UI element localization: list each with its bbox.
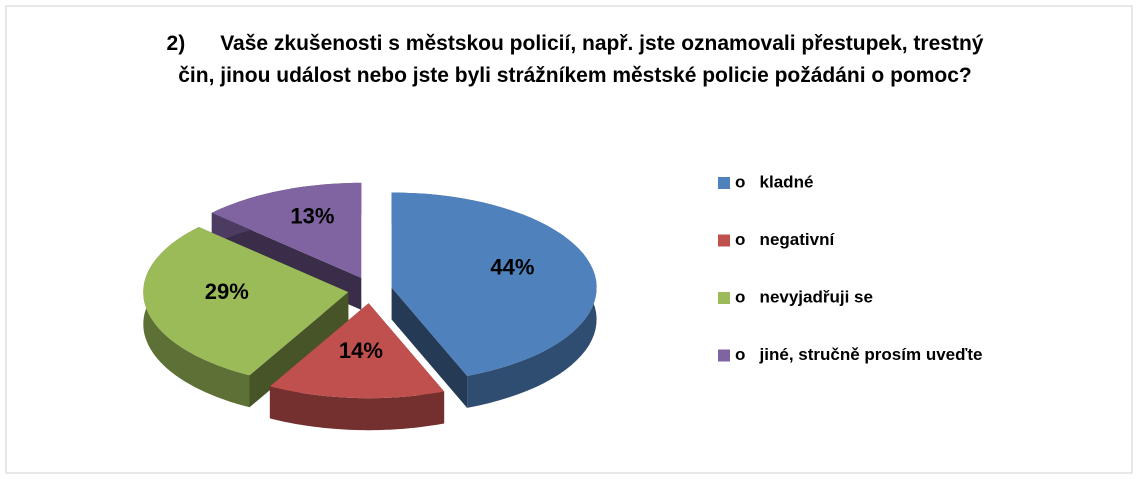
data-label: 29%	[205, 279, 249, 304]
slice-side	[269, 386, 445, 431]
legend-swatch	[718, 349, 730, 362]
data-label: 44%	[490, 255, 534, 280]
slice-side	[249, 292, 349, 408]
data-label: 13%	[290, 203, 334, 228]
legend-label: o negativní	[735, 230, 835, 249]
legend-label: o kladné	[735, 172, 813, 191]
legend-swatch	[718, 177, 730, 189]
legend-label: o nevyjadřuji se	[735, 287, 873, 306]
slice-side	[391, 287, 468, 408]
legend-label: o jiné, stručně prosím uveďte	[735, 345, 982, 364]
legend-swatch	[718, 234, 730, 247]
slice	[143, 227, 349, 376]
slice	[391, 192, 597, 376]
chart-border	[5, 5, 1133, 474]
chart-title: 2) Vaše zkušenosti s městskou policií, n…	[166, 32, 990, 87]
slice	[211, 182, 362, 278]
legend-swatch	[718, 292, 730, 304]
slice	[269, 303, 445, 399]
data-label: 14%	[339, 338, 383, 363]
